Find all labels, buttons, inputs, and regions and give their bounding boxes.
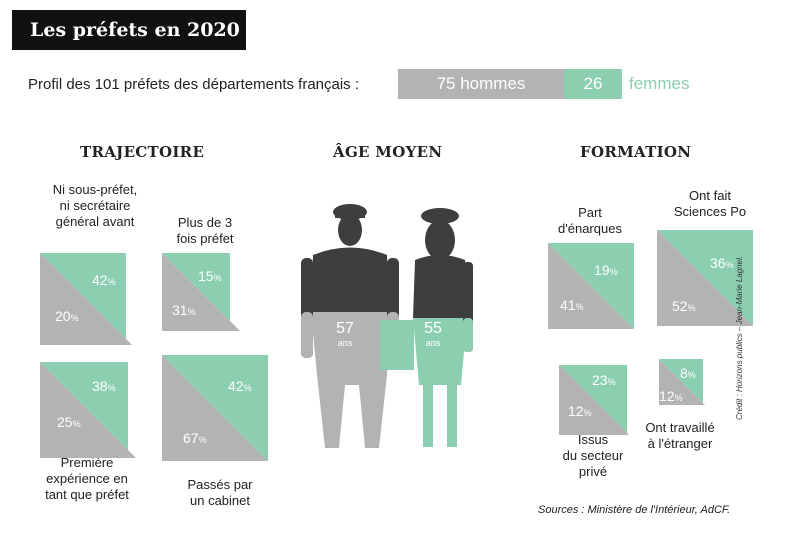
pct-men-1: 31% — [172, 302, 196, 318]
triangle-green-3 — [162, 355, 268, 461]
triangle-green-4 — [548, 243, 634, 329]
pct-women-7: 8% — [680, 365, 696, 381]
label-enarques: Part d'énarques — [558, 205, 622, 236]
label-premiere-experience: Première expérience en tant que préfet — [45, 455, 129, 502]
pct-women-6: 23% — [592, 372, 616, 388]
credit: Crédit : Horizons publics – Jean-Marie L… — [735, 255, 744, 420]
page-title: Les préfets en 2020 — [12, 10, 246, 50]
pct-women-5: 36% — [710, 255, 734, 271]
profile-label: Profil des 101 préfets des départements … — [28, 76, 360, 93]
pct-men-2: 25% — [57, 414, 81, 430]
age-silhouettes — [301, 204, 473, 448]
section-trajectoire: TRAJECTOIRE — [80, 143, 205, 161]
sources: Sources : Ministère de l'Intérieur, AdCF… — [538, 504, 731, 516]
woman-silhouette — [380, 208, 473, 447]
pct-men-7: 12% — [659, 388, 683, 404]
label-ni-sous-prefet: Ni sous-préfet, ni secrétaire général avan… — [52, 182, 138, 229]
triangle-green-2 — [40, 362, 128, 450]
age-women: 55 ans — [424, 320, 442, 349]
label-plus-de-3: Plus de 3 fois préfet — [176, 215, 234, 246]
pct-women-0: 42% — [92, 272, 116, 288]
pct-men-0: 20% — [55, 308, 79, 324]
pct-men-3: 67% — [183, 430, 207, 446]
label-passes-cabinet: Passés par un cabinet — [187, 477, 253, 508]
triangle-green-0 — [40, 253, 126, 339]
pct-men-4: 41% — [560, 297, 584, 313]
triangle-green-6 — [559, 365, 627, 433]
women-label: femmes — [629, 74, 690, 93]
pct-women-4: 19% — [594, 262, 618, 278]
label-secteur-prive: Issus du secteur privé — [562, 432, 624, 479]
pct-men-5: 52% — [672, 298, 696, 314]
pct-women-3: 42% — [228, 378, 252, 394]
women-bar: 26 — [564, 69, 622, 99]
section-age: ÂGE MOYEN — [333, 143, 443, 161]
pct-women-1: 15% — [198, 268, 222, 284]
label-sciences-po: Ont fait Sciences Po — [673, 188, 747, 219]
label-etranger: Ont travaillé à l'étranger — [645, 420, 715, 451]
age-men: 57 ans — [336, 320, 354, 349]
triangle-green-7 — [659, 359, 703, 403]
section-formation: FORMATION — [580, 143, 692, 161]
pct-women-2: 38% — [92, 378, 116, 394]
triangle-green-1 — [162, 253, 230, 321]
triangle-green-5 — [657, 230, 753, 326]
men-bar: 75 hommes — [398, 69, 564, 99]
pct-men-6: 12% — [568, 403, 592, 419]
